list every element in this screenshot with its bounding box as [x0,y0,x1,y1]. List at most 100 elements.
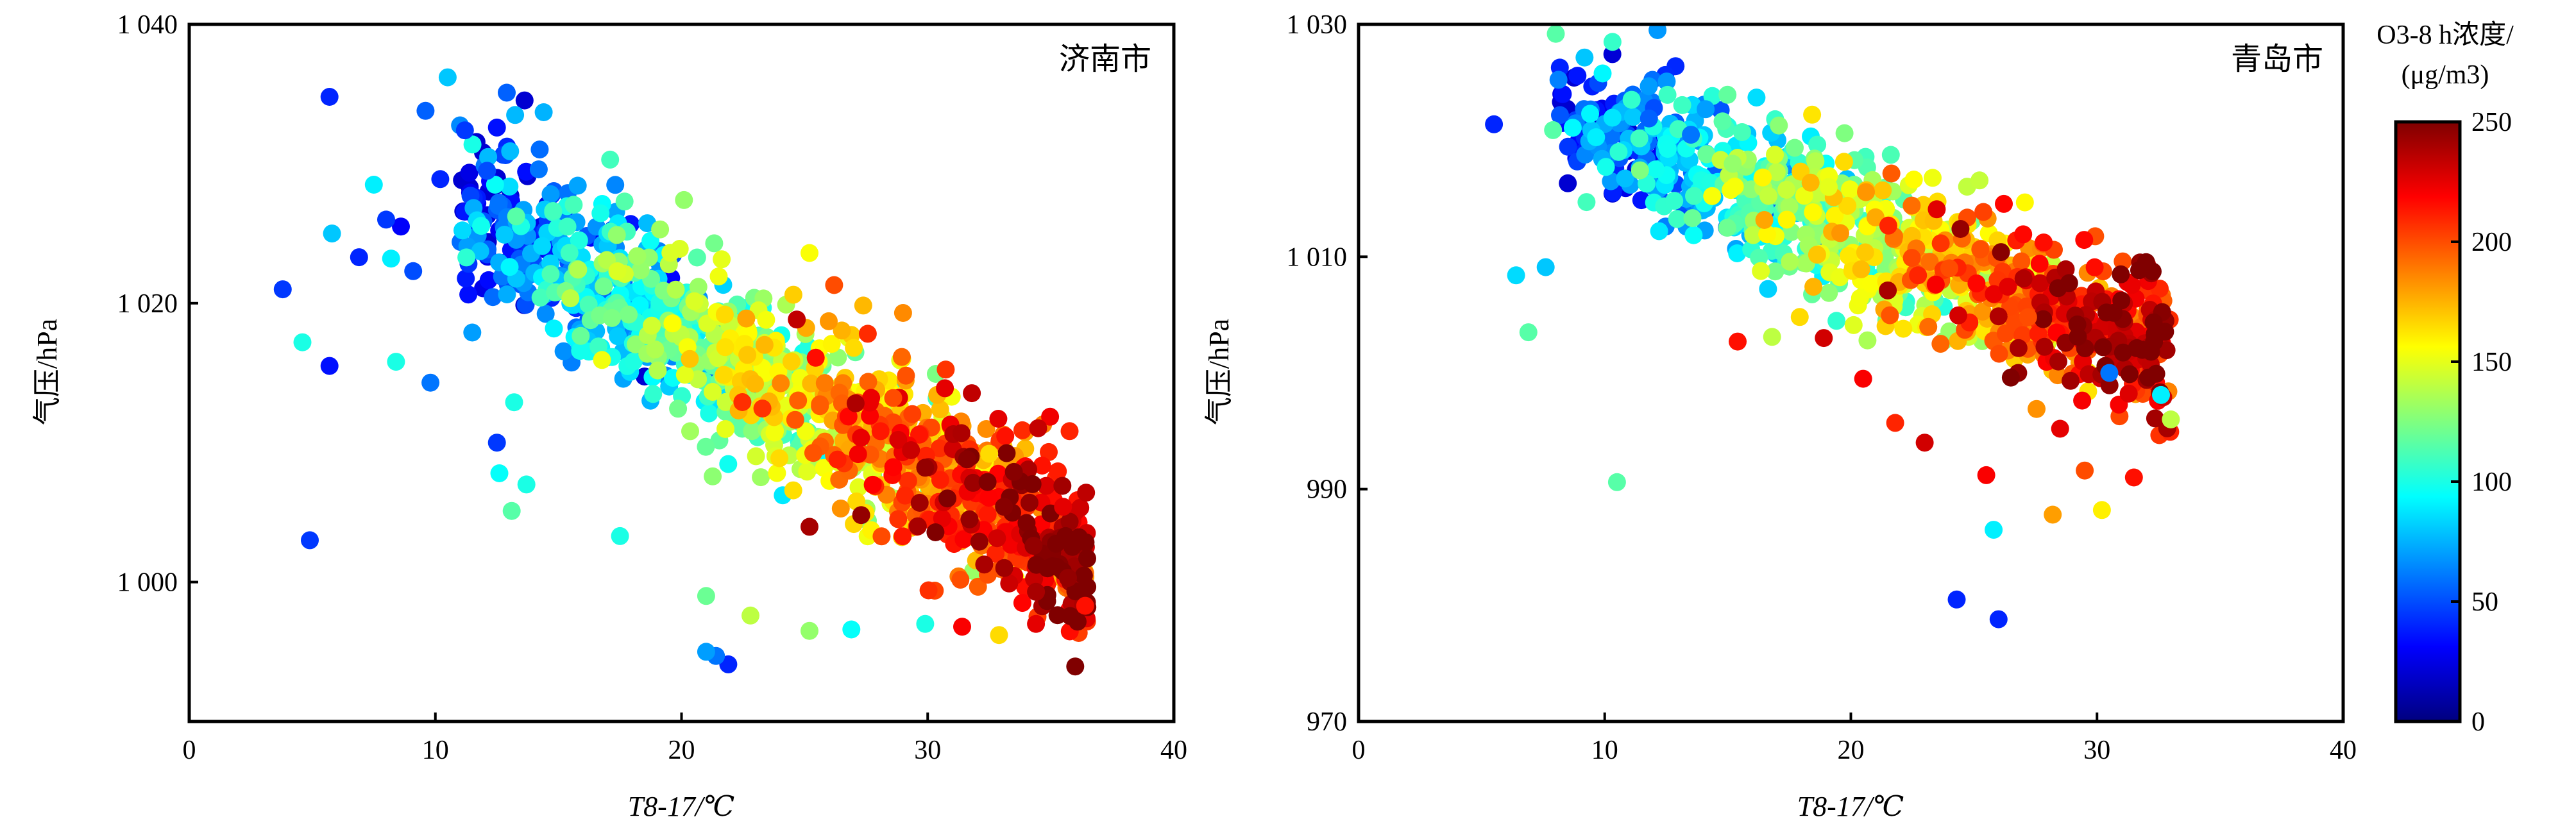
scatter-point [1013,421,1031,439]
scatter-point [1831,224,1849,242]
scatter-point [323,224,341,243]
scatter-point [1967,274,1986,292]
scatter-point [1703,87,1722,105]
scatter-point [786,410,804,429]
scatter-point [320,357,339,375]
scatter-point [847,492,866,510]
scatter-point [1631,161,1649,180]
scatter-point [2044,505,2062,524]
scatter-point [1029,419,1047,437]
scatter-point [964,473,982,492]
scatter-point [995,559,1013,577]
scatter-point [894,527,912,546]
scatter-point [431,170,450,189]
scatter-point [963,384,981,403]
scatter-point [952,424,970,443]
scatter-point [1806,152,1825,171]
scatter-point [1718,219,1736,237]
scatter-point [545,319,563,338]
scatter-point [2112,265,2130,283]
scatter-point [1658,85,1677,104]
scatter-point [741,606,759,625]
scatter-point [2152,385,2170,404]
scatter-point [479,271,498,289]
scatter-point [2062,371,2080,390]
scatter-point [709,267,728,285]
scatter-point [1754,168,1772,187]
scatter-point [1992,243,2010,262]
scatter-point [863,475,882,494]
scatter-point [831,499,850,518]
scatter-point [558,217,577,236]
scatter-point [2080,365,2098,384]
scatter-point [608,262,627,280]
scatter-point [978,473,997,491]
scatter-point [930,439,949,458]
scatter-point [453,221,471,240]
scatter-point [2147,364,2165,383]
colorbar-title-line1: O3-8 h浓度/ [2377,21,2514,50]
scatter-point [804,444,822,462]
jinan-y-ticks: 1 000 1 020 1 040 [117,10,198,598]
scatter-point [533,237,552,255]
scatter-point [681,422,699,441]
scatter-point [620,305,638,324]
scatter-point [1931,234,1950,253]
scatter-point [1852,260,1870,278]
scatter-point [2014,225,2033,244]
scatter-point [628,247,647,266]
scatter-point [705,234,724,253]
scatter-point [815,374,834,392]
scatter-point [782,352,801,371]
scatter-point [2124,468,2143,487]
scatter-point [784,285,802,304]
scatter-point [1915,434,1934,452]
scatter-point [820,312,838,330]
scatter-point [977,420,996,438]
scatter-point [1854,369,1872,388]
scatter-point [1536,258,1555,276]
scatter-point [1970,171,1989,190]
scatter-point [1684,226,1703,244]
scatter-point [1059,569,1077,587]
scatter-point [2076,461,2094,480]
scatter-point [997,444,1016,462]
scatter-point [500,258,519,276]
scatter-point [460,164,479,182]
scatter-point [463,323,482,342]
scatter-point [498,285,516,303]
scatter-point [1673,96,1691,114]
scatter-point [1665,192,1684,210]
qingdao-x-axis-label: T8-17/℃ [1797,791,1904,822]
scatter-point [958,450,976,469]
scatter-point [615,192,634,211]
scatter-point [1920,253,1939,271]
scatter-point [1881,146,1900,164]
scatter-point [995,498,1013,516]
scatter-point [1063,537,1081,556]
scatter-point [1603,108,1622,127]
scatter-point [1902,196,1921,215]
scatter-point [607,226,626,244]
scatter-point [1603,33,1622,51]
scatter-point [455,121,474,140]
scatter-point [716,338,734,357]
scatter-point [1909,266,1928,285]
scatter-point [1507,266,1525,285]
scatter-point [1747,89,1766,107]
scatter-point [675,366,694,384]
scatter-point [591,204,610,223]
scatter-point [457,248,476,267]
qingdao-y-axis-label: 气压/hPa [1203,319,1235,425]
scatter-point [987,544,1005,563]
scatter-point [1856,243,1874,262]
scatter-point [1701,173,1720,192]
scatter-point [2014,269,2033,288]
scatter-point [801,518,818,536]
scatter-point [350,248,368,267]
scatter-point [1866,208,1885,226]
scatter-point [1729,332,1747,351]
scatter-point [1947,590,1966,609]
scatter-point [733,393,752,411]
scatter-point [1682,126,1700,144]
